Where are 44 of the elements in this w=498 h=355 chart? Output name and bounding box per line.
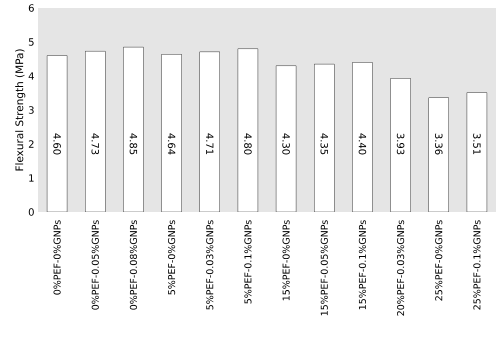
- data-label: 3.93: [396, 134, 404, 154]
- x-tick-label: 25%PEF-0%GNPs: [435, 220, 442, 301]
- bar: [123, 46, 144, 212]
- y-tick-label: 5: [28, 38, 34, 46]
- data-label: 4.71: [206, 133, 214, 154]
- x-tick-label: 20%PEF-0.03%GNPs: [397, 220, 404, 316]
- bar: [46, 55, 68, 212]
- x-tick-label: 5%PEF-0%GNPs: [168, 220, 176, 294]
- bar: [352, 62, 373, 212]
- y-tick-label: 6: [28, 4, 34, 12]
- data-label: 4.60: [53, 133, 61, 154]
- y-axis-title: Flexural Strength (MPa): [15, 49, 26, 170]
- bar: [85, 50, 106, 212]
- data-label: 4.73: [91, 133, 100, 154]
- bar: [276, 66, 296, 212]
- y-tick-label: 0: [28, 208, 34, 216]
- y-tick-label: 3: [28, 106, 34, 114]
- data-label: 4.30: [282, 133, 290, 154]
- bar: [314, 64, 334, 212]
- data-label: 4.80: [244, 133, 252, 154]
- x-tick-label: 15%PEF-0.1%GNPs: [358, 220, 366, 310]
- bar: [390, 78, 411, 212]
- y-tick-label: 4: [28, 72, 34, 80]
- bar: [200, 52, 220, 212]
- data-label: 4.40: [358, 133, 366, 154]
- x-tick-label: 25%PEF-0.1%GNPs: [473, 220, 481, 310]
- x-tick-label: 15%PEF-0%GNPs: [282, 220, 290, 300]
- y-tick-label: 2: [28, 140, 34, 148]
- x-tick-label: 0%PEF-0.05%GNPs: [92, 220, 99, 310]
- data-label: 4.64: [168, 133, 176, 155]
- x-tick-label: 0%PEF-0.08%GNPs: [130, 220, 138, 310]
- data-label: 3.51: [473, 134, 481, 154]
- bar: [238, 48, 258, 212]
- data-label: 3.36: [434, 134, 443, 154]
- x-tick-label: 0%PEF-0%GNPs: [53, 220, 61, 295]
- x-tick-label: 5%PEF-0.03%GNPs: [206, 220, 214, 310]
- data-label: 4.35: [320, 133, 328, 154]
- x-tick-label: 15%PEF-0.05%GNPs: [320, 220, 328, 316]
- bar: [428, 98, 449, 212]
- y-tick-label: 1: [29, 174, 34, 182]
- x-tick-label: 5%PEF-0.1%GNPs: [244, 220, 252, 304]
- data-label: 4.85: [130, 133, 138, 154]
- bar: [161, 54, 182, 212]
- bar: [466, 92, 488, 212]
